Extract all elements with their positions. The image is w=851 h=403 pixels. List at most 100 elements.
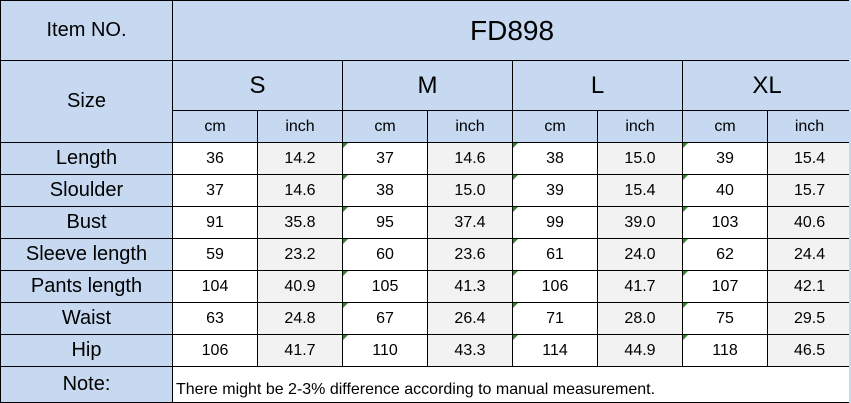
inch-value-cell: 24.8	[257, 302, 343, 335]
item-no-label: Item NO.	[0, 0, 173, 61]
inch-value-cell: 15.4	[766, 142, 851, 175]
inch-value-cell: 43.3	[427, 334, 513, 367]
inch-value-cell: 41.7	[257, 334, 343, 367]
cell-value: 37	[206, 181, 224, 199]
cm-value-cell: 114	[512, 334, 598, 367]
cm-value-cell: 106	[172, 334, 258, 367]
cell-value: 41.7	[284, 341, 316, 359]
table-row: Bust 91 35.8 95 37.4 99 39.0 103 40.6	[0, 206, 851, 239]
measurement-label: Sloulder	[0, 174, 173, 207]
measurement-label: Length	[0, 142, 173, 175]
cell-marker-icon	[513, 239, 518, 244]
cm-value-cell: 106	[512, 270, 598, 303]
cell-value: 99	[546, 213, 564, 231]
cell-value: 23.2	[284, 245, 316, 263]
cell-marker-icon	[513, 335, 518, 340]
cell-value: 95	[376, 213, 394, 231]
note-row: Note: There might be 2-3% difference acc…	[0, 366, 851, 403]
table-row: Pants length 104 40.9 105 41.3 106 41.7 107 42.1	[0, 270, 851, 303]
inch-value-cell: 26.4	[427, 302, 513, 335]
inch-value-cell: 14.6	[257, 174, 343, 207]
cell-value: 15.4	[793, 149, 826, 167]
cell-value: 61	[546, 245, 564, 263]
cell-value: 14.6	[454, 149, 486, 167]
note-text: There might be 2-3% difference according…	[171, 366, 851, 403]
inch-value-cell: 15.0	[427, 174, 513, 207]
item-row: Item NO. FD898	[0, 0, 851, 61]
cell-marker-icon	[683, 143, 688, 148]
cell-value: 24.4	[793, 245, 826, 263]
cell-value: 103	[711, 213, 739, 231]
inch-value-cell: 14.6	[427, 142, 513, 175]
cell-value: 91	[206, 213, 224, 231]
cell-marker-icon	[683, 175, 688, 180]
measurement-label: Bust	[0, 206, 173, 239]
cell-value: 26.4	[454, 309, 486, 327]
measurement-label: Pants length	[0, 270, 173, 303]
cell-value: 37.4	[454, 213, 486, 231]
cell-value: 110	[372, 341, 398, 359]
cm-value-cell: 36	[172, 142, 258, 175]
cell-value: 24.8	[284, 309, 316, 327]
cell-value: 14.6	[284, 181, 316, 199]
inch-value-cell: 29.5	[766, 302, 851, 335]
cm-value-cell: 62	[682, 238, 768, 271]
cm-value-cell: 105	[342, 270, 428, 303]
cell-value: 75	[716, 309, 734, 327]
cell-marker-icon	[513, 143, 518, 148]
note-label: Note:	[0, 366, 173, 403]
cm-value-cell: 95	[342, 206, 428, 239]
cell-value: 41.3	[454, 277, 486, 295]
cell-marker-icon	[343, 143, 348, 148]
measurement-rows: Length 36 14.2 37 14.6 38 15.0 39 15.4 Sloulder 37…	[0, 142, 851, 367]
table-row: Sleeve length 59 23.2 60 23.6 61 24.0 62 24.4	[0, 238, 851, 271]
cell-marker-icon	[513, 303, 518, 308]
cm-value-cell: 67	[342, 302, 428, 335]
cell-value: 71	[546, 309, 564, 327]
cell-value: 35.8	[284, 213, 316, 231]
cell-value: 41.7	[624, 277, 656, 295]
cell-value: 107	[711, 277, 739, 295]
inch-value-cell: 23.6	[427, 238, 513, 271]
cm-value-cell: 91	[172, 206, 258, 239]
cm-value-cell: 107	[682, 270, 768, 303]
cell-value: 40	[716, 181, 734, 199]
cell-value: 15.0	[454, 181, 486, 199]
table-row: Hip 106 41.7 110 43.3 114 44.9 118 46.5	[0, 334, 851, 367]
cell-value: 46.5	[793, 341, 826, 359]
cm-value-cell: 38	[342, 174, 428, 207]
cm-value-cell: 37	[342, 142, 428, 175]
inch-value-cell: 28.0	[597, 302, 683, 335]
cell-marker-icon	[343, 335, 348, 340]
inch-value-cell: 40.6	[766, 206, 851, 239]
table-row: Length 36 14.2 37 14.6 38 15.0 39 15.4	[0, 142, 851, 175]
cell-value: 15.4	[624, 181, 656, 199]
inch-value-cell: 41.3	[427, 270, 513, 303]
cm-value-cell: 38	[512, 142, 598, 175]
cell-value: 42.1	[793, 277, 826, 295]
inch-value-cell: 46.5	[766, 334, 851, 367]
inch-value-cell: 23.2	[257, 238, 343, 271]
cell-value: 118	[712, 341, 738, 359]
cell-value: 29.5	[793, 309, 826, 327]
cm-value-cell: 103	[682, 206, 768, 239]
cell-value: 63	[206, 309, 224, 327]
cell-value: 39.0	[624, 213, 656, 231]
unit-header: cm	[512, 110, 598, 143]
cell-value: 15.7	[793, 181, 826, 199]
cell-value: 24.0	[624, 245, 656, 263]
inch-value-cell: 24.0	[597, 238, 683, 271]
item-no-value: FD898	[171, 0, 851, 61]
cell-marker-icon	[513, 175, 518, 180]
cell-value: 37	[376, 149, 394, 167]
cell-marker-icon	[513, 271, 518, 276]
cell-value: 62	[716, 245, 734, 263]
cm-value-cell: 39	[682, 142, 768, 175]
measurement-label: Waist	[0, 302, 173, 335]
cm-value-cell: 60	[342, 238, 428, 271]
inch-value-cell: 15.4	[597, 174, 683, 207]
cell-marker-icon	[343, 175, 348, 180]
cell-value: 44.9	[624, 341, 656, 359]
cell-value: 39	[546, 181, 564, 199]
size-label: Size	[0, 60, 173, 143]
